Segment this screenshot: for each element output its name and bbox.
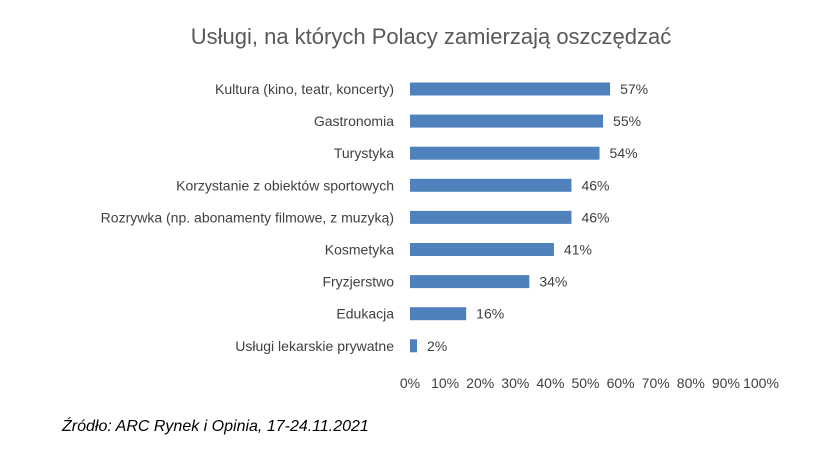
bar-3 <box>410 178 572 192</box>
x-tick-4: 40% <box>536 375 564 391</box>
category-label-4: Rozrywka (np. abonamenty filmowe, z muzy… <box>101 209 394 225</box>
value-label-1: 55% <box>613 113 641 129</box>
bar-8 <box>410 339 418 353</box>
x-tick-7: 70% <box>642 375 670 391</box>
x-tick-9: 90% <box>712 375 740 391</box>
x-tick-6: 60% <box>607 375 635 391</box>
x-tick-8: 80% <box>677 375 705 391</box>
bar-5 <box>410 243 554 256</box>
value-label-5: 41% <box>564 242 592 258</box>
category-label-2: Turystyka <box>334 145 394 161</box>
value-label-6: 34% <box>539 274 567 290</box>
category-label-1: Gastronomia <box>314 113 394 129</box>
bar-7 <box>410 307 467 321</box>
value-label-4: 46% <box>581 209 609 225</box>
value-label-3: 46% <box>581 177 609 193</box>
x-tick-0: 0% <box>400 375 420 391</box>
value-label-8: 2% <box>427 338 447 354</box>
value-label-2: 54% <box>610 145 638 161</box>
bar-0 <box>410 82 611 96</box>
value-label-0: 57% <box>620 81 648 97</box>
category-label-8: Usługi lekarskie prywatne <box>235 338 394 354</box>
bar-2 <box>410 146 600 160</box>
x-tick-2: 20% <box>466 375 494 391</box>
category-labels: Kultura (kino, teatr, koncerty) Gastronom… <box>101 81 395 354</box>
x-tick-5: 50% <box>571 375 599 391</box>
x-tick-1: 10% <box>431 375 459 391</box>
bar-6 <box>410 275 530 289</box>
category-label-3: Korzystanie z obiektów sportowych <box>176 177 394 193</box>
x-tick-10: 100% <box>743 375 779 391</box>
x-tick-3: 30% <box>501 375 529 391</box>
bar-4 <box>410 210 572 224</box>
bar-chart: Usługi, na których Polacy zamierzają osz… <box>101 24 779 391</box>
value-labels: 57%55%54%46%46%41%34%16%2% <box>427 81 648 354</box>
category-label-5: Kosmetyka <box>325 242 394 258</box>
source-note: Źródło: ARC Rynek i Opinia, 17-24.11.202… <box>62 418 369 435</box>
chart-title: Usługi, na których Polacy zamierzają osz… <box>191 24 672 49</box>
bar-1 <box>410 114 604 128</box>
category-label-0: Kultura (kino, teatr, koncerty) <box>215 81 394 97</box>
value-label-7: 16% <box>476 306 504 322</box>
x-axis-ticks: 0% 10% 20% 30% 40% 50% 60% 70% 80% 90% 100% <box>400 375 779 391</box>
category-label-7: Edukacja <box>336 306 394 322</box>
bars-group <box>410 82 611 353</box>
category-label-6: Fryzjerstwo <box>322 274 394 290</box>
